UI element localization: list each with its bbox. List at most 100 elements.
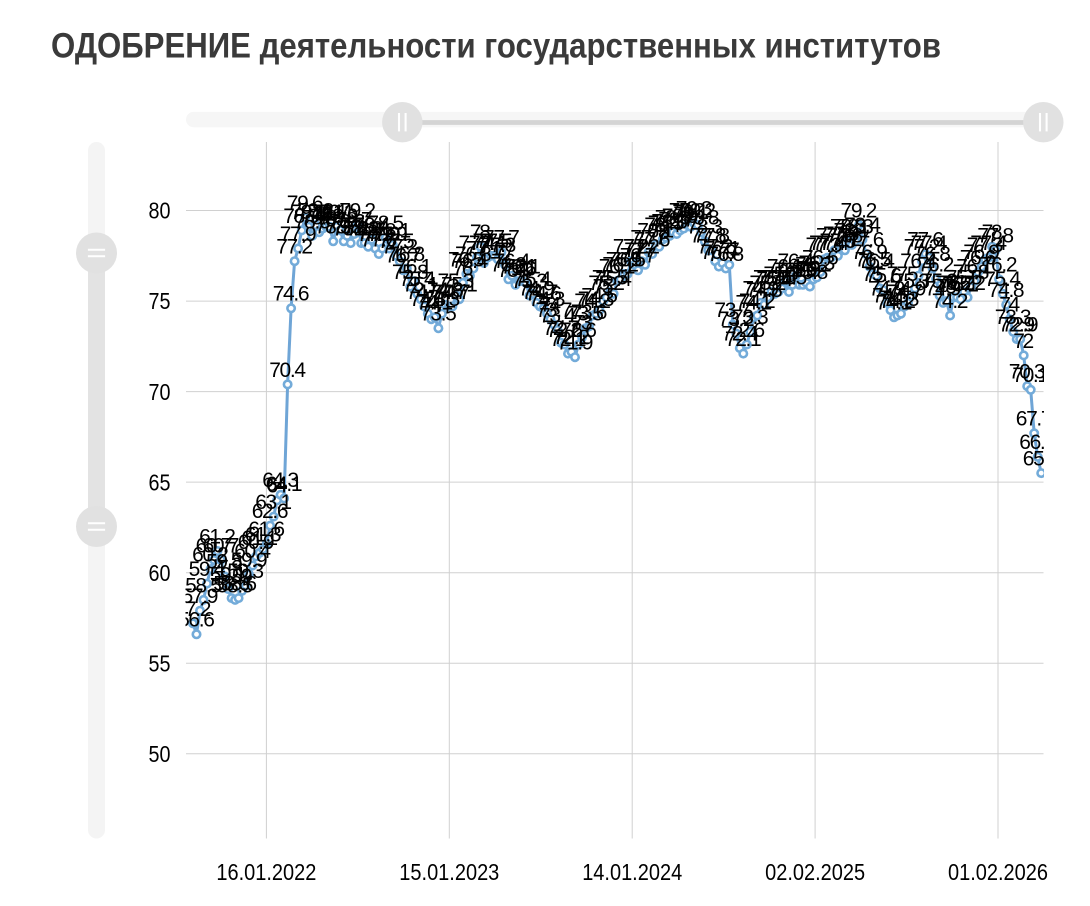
svg-text:76.5: 76.5 — [609, 248, 646, 271]
svg-text:72.2: 72.2 — [553, 326, 590, 349]
svg-text:73.3: 73.3 — [995, 306, 1032, 329]
svg-text:78.4: 78.4 — [844, 214, 881, 237]
svg-text:73.7: 73.7 — [714, 299, 751, 322]
svg-text:78.9: 78.9 — [322, 205, 359, 228]
svg-text:79.3: 79.3 — [676, 198, 713, 221]
svg-text:67.7: 67.7 — [1016, 408, 1053, 431]
svg-text:79: 79 — [673, 203, 694, 226]
svg-text:78.3: 78.3 — [830, 216, 867, 239]
svg-text:76: 76 — [516, 257, 537, 280]
svg-text:77.8: 77.8 — [690, 225, 727, 248]
svg-text:77.6: 77.6 — [634, 228, 671, 251]
svg-text:78.4: 78.4 — [353, 214, 390, 237]
svg-text:77.7: 77.7 — [483, 227, 520, 250]
svg-text:76.1: 76.1 — [501, 256, 538, 279]
svg-text:78.3: 78.3 — [315, 216, 352, 239]
svg-text:59.9: 59.9 — [231, 549, 268, 572]
svg-text:77.9: 77.9 — [364, 223, 401, 246]
svg-text:77.7: 77.7 — [630, 227, 667, 250]
svg-text:74.2: 74.2 — [739, 290, 776, 313]
svg-text:77.5: 77.5 — [476, 230, 513, 253]
svg-text:77.6: 77.6 — [907, 228, 944, 251]
svg-text:60.7: 60.7 — [196, 534, 233, 557]
svg-text:77.3: 77.3 — [806, 234, 843, 257]
svg-text:74.2: 74.2 — [574, 290, 611, 313]
svg-text:77.6: 77.6 — [360, 228, 397, 251]
svg-text:74.2: 74.2 — [932, 290, 969, 313]
svg-text:76.8: 76.8 — [914, 243, 951, 266]
svg-text:59.8: 59.8 — [206, 551, 243, 574]
svg-text:75.1: 75.1 — [942, 274, 979, 297]
svg-text:77.5: 77.5 — [473, 230, 510, 253]
svg-text:77.6: 77.6 — [848, 228, 885, 251]
svg-text:74.6: 74.6 — [525, 283, 562, 306]
svg-text:78.3: 78.3 — [686, 216, 723, 239]
svg-text:72.6: 72.6 — [560, 319, 597, 342]
svg-text:77.1: 77.1 — [704, 237, 741, 260]
svg-text:65.5: 65.5 — [1023, 448, 1060, 471]
svg-text:75: 75 — [936, 275, 957, 298]
svg-text:74.8: 74.8 — [988, 279, 1025, 302]
svg-text:75.5: 75.5 — [946, 266, 983, 289]
svg-text:77.4: 77.4 — [970, 232, 1007, 255]
svg-text:64.3: 64.3 — [262, 469, 299, 492]
svg-text:61.1: 61.1 — [241, 527, 278, 550]
svg-text:71.9: 71.9 — [557, 332, 594, 355]
svg-text:74.9: 74.9 — [742, 277, 779, 300]
svg-text:77.8: 77.8 — [827, 225, 864, 248]
svg-text:77: 77 — [494, 239, 515, 262]
svg-text:74: 74 — [421, 294, 442, 317]
svg-text:77.2: 77.2 — [697, 236, 734, 259]
svg-text:72.7: 72.7 — [543, 317, 580, 340]
svg-text:78.5: 78.5 — [648, 212, 685, 235]
svg-text:62.6: 62.6 — [252, 500, 289, 523]
svg-text:76.4: 76.4 — [900, 250, 937, 273]
svg-text:75.9: 75.9 — [774, 259, 811, 282]
svg-text:59.4: 59.4 — [189, 558, 226, 581]
svg-text:78.6: 78.6 — [651, 210, 688, 233]
svg-text:75.7: 75.7 — [897, 263, 934, 286]
svg-text:76.4: 76.4 — [858, 250, 895, 273]
svg-text:78: 78 — [358, 221, 379, 244]
svg-text:78.3: 78.3 — [837, 216, 874, 239]
svg-text:75.9: 75.9 — [781, 259, 818, 282]
svg-text:76.1: 76.1 — [599, 256, 636, 279]
svg-text:79.2: 79.2 — [841, 199, 878, 222]
svg-text:61.3: 61.3 — [245, 524, 282, 547]
svg-text:78.5: 78.5 — [367, 212, 404, 235]
svg-text:70.4: 70.4 — [269, 359, 306, 382]
svg-text:77.4: 77.4 — [813, 232, 850, 255]
svg-text:77.2: 77.2 — [276, 236, 313, 259]
svg-text:76.4: 76.4 — [452, 250, 489, 273]
svg-text:77.8: 77.8 — [977, 225, 1014, 248]
svg-text:76: 76 — [796, 257, 817, 280]
svg-text:76.5: 76.5 — [448, 248, 485, 271]
svg-text:77: 77 — [719, 239, 740, 262]
svg-text:78.6: 78.6 — [329, 210, 366, 233]
svg-text:58.6: 58.6 — [213, 573, 250, 596]
svg-text:79.1: 79.1 — [311, 201, 348, 224]
svg-text:74.7: 74.7 — [886, 281, 923, 304]
svg-text:77.2: 77.2 — [381, 236, 418, 259]
svg-text:76.1: 76.1 — [395, 256, 432, 279]
svg-text:75.4: 75.4 — [984, 268, 1021, 291]
svg-text:74: 74 — [540, 294, 561, 317]
svg-text:58.5: 58.5 — [217, 574, 254, 597]
svg-text:70: 70 — [149, 379, 171, 405]
svg-text:74.7: 74.7 — [406, 281, 443, 304]
svg-text:75.5: 75.5 — [753, 266, 790, 289]
svg-text:78.7: 78.7 — [658, 208, 695, 231]
svg-text:75.2: 75.2 — [949, 272, 986, 295]
svg-text:76.6: 76.6 — [960, 247, 997, 270]
svg-text:74.3: 74.3 — [883, 288, 920, 311]
svg-text:75.3: 75.3 — [511, 270, 548, 293]
svg-text:77.4: 77.4 — [911, 232, 948, 255]
svg-text:74.3: 74.3 — [529, 288, 566, 311]
svg-text:75.3: 75.3 — [921, 270, 958, 293]
svg-text:75.5: 75.5 — [760, 266, 797, 289]
svg-text:78: 78 — [982, 221, 1003, 244]
svg-text:76.6: 76.6 — [802, 247, 839, 270]
svg-text:74.5: 74.5 — [581, 285, 618, 308]
svg-text:77.8: 77.8 — [816, 225, 853, 248]
svg-text:75: 75 — [149, 288, 171, 314]
